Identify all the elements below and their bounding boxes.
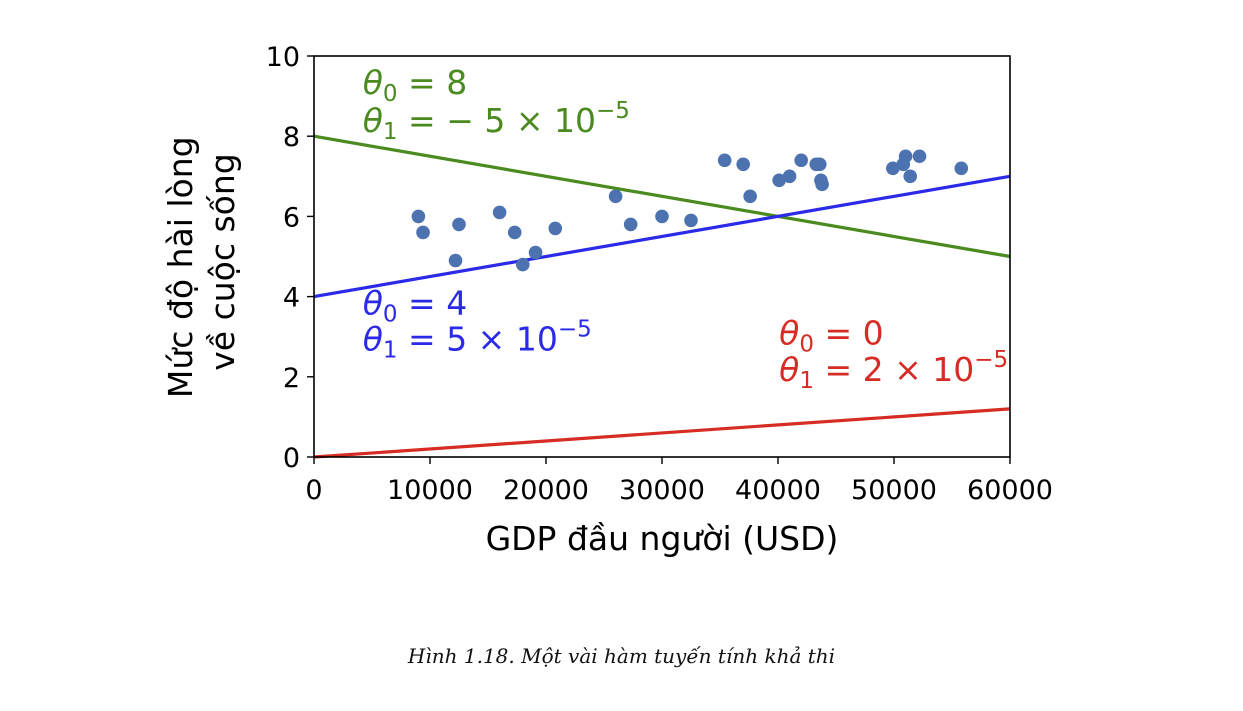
- data-point-25: [898, 149, 913, 164]
- data-point-11: [655, 209, 669, 224]
- figure-caption: Hình 1.18. Một vài hàm tuyến tính khả th…: [407, 644, 836, 668]
- regression-lines: [313, 134, 1011, 459]
- data-point-3: [452, 217, 466, 232]
- annotation-1-theta0: θ0 = 4: [363, 284, 467, 328]
- x-tick-label-1: 10000: [387, 475, 473, 506]
- data-point-27: [912, 149, 927, 164]
- y-tick-label-4: 8: [283, 122, 300, 153]
- annotation-0-theta1: θ1 = − 5 × 10−5: [363, 98, 630, 145]
- y-axis-label-line-1: Mức độ hài lòng: [161, 136, 200, 398]
- line-annotations: θ0 = 8θ1 = − 5 × 10−5 θ0 = 4θ1 = 5 × 10−5…: [363, 63, 1008, 394]
- data-point-28: [954, 161, 969, 176]
- data-point-7: [528, 245, 543, 260]
- y-axis-label-line-2: về cuộc sống: [203, 153, 242, 370]
- y-tick-label-0: 0: [283, 443, 300, 474]
- data-point-5: [507, 225, 522, 240]
- y-tick-label-3: 6: [283, 202, 300, 233]
- annotation-1-theta1: θ1 = 5 × 10−5: [363, 317, 592, 364]
- data-point-8: [548, 221, 563, 236]
- y-tick-label-2: 4: [283, 283, 300, 314]
- data-point-23: [886, 161, 900, 176]
- line-2: [313, 407, 1011, 459]
- data-point-14: [736, 157, 750, 172]
- line-0: [313, 134, 1011, 259]
- data-point-6: [516, 257, 530, 272]
- data-point-2: [448, 253, 463, 268]
- y-tick-label-5: 10: [266, 42, 300, 73]
- annotation-2-theta1: θ1 = 2 × 10−5: [779, 347, 1008, 394]
- data-point-18: [794, 153, 808, 168]
- data-point-22: [815, 177, 829, 192]
- data-points: [411, 149, 969, 272]
- x-tick-label-5: 50000: [851, 475, 937, 506]
- x-tick-label-6: 60000: [967, 475, 1053, 506]
- data-point-16: [772, 173, 786, 188]
- data-point-15: [743, 189, 757, 204]
- y-tick-label-1: 2: [283, 363, 300, 394]
- data-point-20: [812, 157, 827, 172]
- x-tick-label-0: 0: [305, 475, 322, 506]
- axis-ticks: 0 10000 20000 30000 40000 50000 60000 0 2 4 6 8 10: [266, 42, 1053, 506]
- data-point-12: [684, 213, 698, 228]
- data-point-13: [717, 153, 732, 168]
- data-point-4: [492, 205, 507, 220]
- x-tick-label-3: 30000: [619, 475, 705, 506]
- data-point-17: [782, 169, 797, 184]
- data-point-9: [608, 189, 623, 204]
- data-point-0: [411, 209, 426, 224]
- line-1: [313, 174, 1011, 299]
- annotation-2-theta0: θ0 = 0: [779, 314, 883, 358]
- x-tick-label-2: 20000: [503, 475, 589, 506]
- data-point-26: [903, 169, 918, 184]
- x-axis-label: GDP đầu người (USD): [486, 519, 839, 558]
- data-point-10: [623, 217, 638, 232]
- data-point-1: [416, 225, 430, 240]
- x-tick-label-4: 40000: [735, 475, 821, 506]
- annotation-0-theta0: θ0 = 8: [363, 63, 467, 107]
- y-axis-label: Mức độ hài lòng về cuộc sống: [161, 126, 242, 398]
